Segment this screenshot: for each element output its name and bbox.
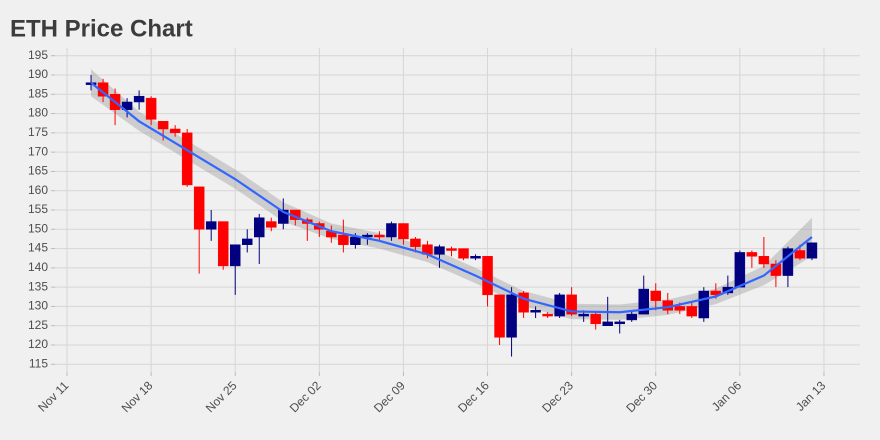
y-tick-label: 185: [28, 86, 48, 100]
y-tick-label: 180: [28, 106, 48, 120]
candle-body: [518, 292, 529, 313]
y-tick-label: 160: [28, 183, 48, 197]
candle-body: [626, 313, 637, 321]
candle-body: [434, 246, 445, 255]
candle-body: [121, 101, 133, 110]
candle-body: [133, 95, 145, 103]
y-tick-label: 125: [28, 318, 48, 332]
candle-body: [746, 252, 758, 257]
y-tick-label: 130: [28, 299, 48, 313]
candle-body: [506, 294, 517, 338]
candle-body: [193, 186, 205, 230]
candle-body: [241, 238, 253, 245]
y-tick-label: 175: [28, 125, 48, 139]
candle-body: [614, 321, 625, 325]
y-tick-label: 195: [28, 48, 48, 62]
candle-body: [494, 294, 505, 338]
candle-body: [710, 290, 722, 296]
chart-title: ETH Price Chart: [10, 15, 193, 42]
candle-body: [542, 313, 553, 317]
y-tick-label: 170: [28, 144, 48, 158]
candle-body: [446, 248, 457, 251]
y-tick-label: 150: [28, 221, 48, 235]
candle-body: [338, 234, 349, 245]
y-tick-label: 120: [28, 337, 48, 351]
candle-body: [362, 234, 373, 238]
candle-body: [782, 248, 794, 276]
y-tick-label: 140: [28, 260, 48, 274]
y-tick-label: 165: [28, 164, 48, 178]
candle-body: [374, 234, 385, 238]
candle-body: [458, 248, 469, 259]
candle-body: [470, 256, 481, 259]
smooth-line: [90, 81, 813, 314]
candle-body: [217, 221, 229, 267]
candle-body: [254, 217, 265, 238]
candle-body: [145, 97, 157, 120]
candle-body: [410, 238, 421, 247]
candle-body: [386, 223, 397, 238]
candle-body: [266, 221, 277, 228]
candle-body: [181, 132, 193, 186]
candle-body: [758, 256, 770, 265]
confidence-band: [91, 69, 812, 320]
y-tick-label: 155: [28, 202, 48, 216]
candle-body: [698, 290, 710, 319]
y-tick-label: 115: [29, 356, 48, 370]
candle-body: [169, 128, 181, 134]
candle-body: [638, 288, 649, 315]
candle-body: [229, 244, 241, 267]
candle-body: [734, 252, 746, 288]
candle-body: [674, 306, 686, 311]
candle-body: [205, 221, 217, 230]
candle-body: [554, 294, 565, 317]
candle-body: [794, 250, 806, 259]
candle-body: [530, 310, 541, 313]
y-tick-label: 190: [28, 67, 48, 81]
candle-body: [278, 209, 289, 224]
candle-body: [578, 313, 589, 317]
candle-body: [482, 256, 493, 296]
candle-body: [590, 313, 601, 325]
candle-body: [398, 223, 409, 240]
candle-body: [602, 321, 613, 326]
candle-body: [157, 121, 169, 130]
candle-body: [686, 306, 698, 317]
candle-body: [350, 236, 361, 245]
candle-body: [806, 242, 818, 259]
candle-body: [650, 290, 661, 301]
candle-body: [566, 294, 577, 315]
y-tick-label: 145: [28, 241, 48, 255]
y-tick-label: 135: [28, 279, 48, 293]
